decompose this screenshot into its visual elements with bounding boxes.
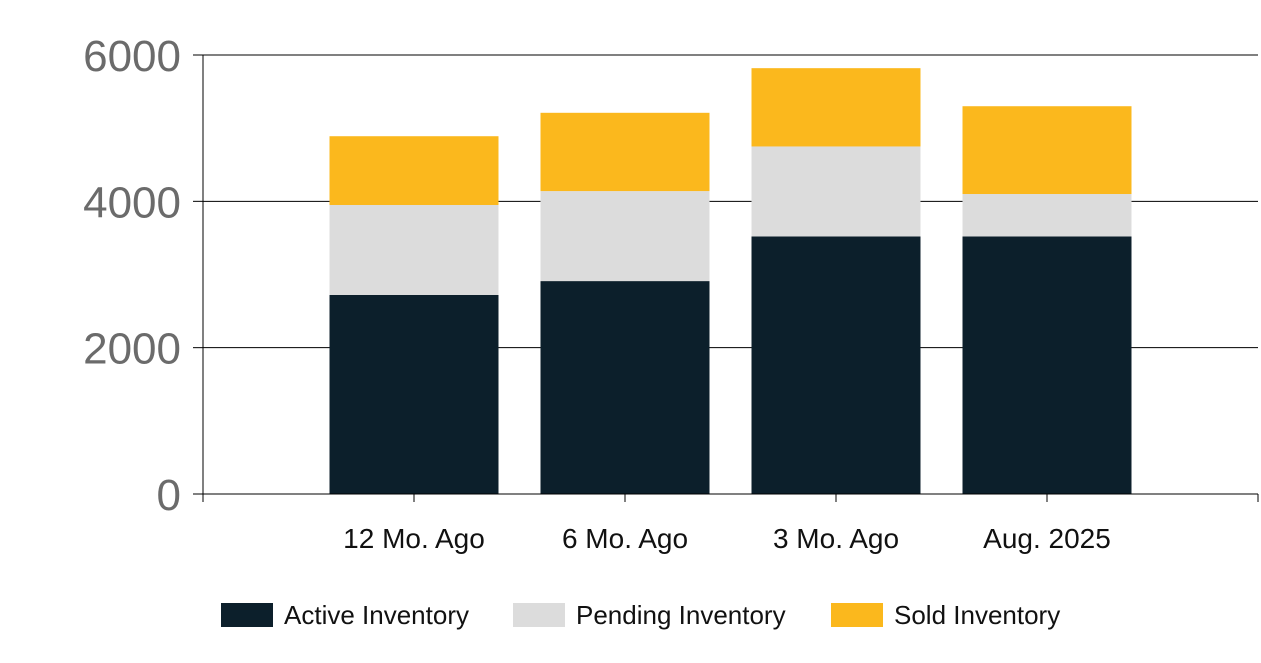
legend-label: Active Inventory xyxy=(284,600,469,630)
bars xyxy=(329,68,1132,494)
bar-sold-inventory xyxy=(329,136,499,205)
bar-pending-inventory xyxy=(329,204,499,295)
x-tick-label: 3 Mo. Ago xyxy=(773,523,899,554)
y-tick-label: 2000 xyxy=(83,325,181,374)
bar-pending-inventory xyxy=(540,191,710,282)
x-tick-label: Aug. 2025 xyxy=(983,523,1111,554)
x-tick-label: 12 Mo. Ago xyxy=(343,523,485,554)
legend-label: Sold Inventory xyxy=(894,600,1060,630)
bar-active-inventory xyxy=(962,236,1132,494)
bar-pending-inventory xyxy=(962,194,1132,237)
legend-swatch xyxy=(831,603,883,627)
bar-pending-inventory xyxy=(751,146,921,237)
bar-sold-inventory xyxy=(751,68,921,147)
legend-swatch xyxy=(513,603,565,627)
bar-sold-inventory xyxy=(540,112,710,192)
legend-swatch xyxy=(221,603,273,627)
y-tick-label: 0 xyxy=(157,471,181,520)
legend-label: Pending Inventory xyxy=(576,600,786,630)
bar-active-inventory xyxy=(329,294,499,494)
x-tick-label: 6 Mo. Ago xyxy=(562,523,688,554)
bar-active-inventory xyxy=(751,236,921,494)
bar-sold-inventory xyxy=(962,106,1132,195)
legend: Active Inventory Pending Inventory Sold In… xyxy=(221,600,1060,630)
y-tick-label: 4000 xyxy=(83,178,181,227)
y-tick-label: 6000 xyxy=(83,32,181,81)
bar-active-inventory xyxy=(540,281,710,494)
axes: 0 2000 4000 6000 12 Mo. Ago 6 Mo. Ago 3 Mo. Ag… xyxy=(83,32,1259,554)
